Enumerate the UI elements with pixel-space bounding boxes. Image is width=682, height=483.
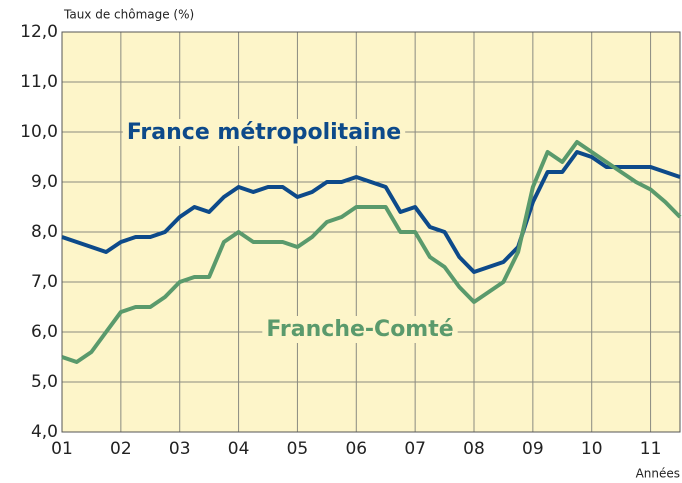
y-tick-label: 9,0 [31,172,58,192]
series-line [61,150,681,274]
x-tick-label: 07 [404,439,426,459]
x-tick-label: 03 [169,439,191,459]
x-tick-label: 10 [581,439,603,459]
series-label: France métropolitaine [127,120,401,145]
x-tick-label: 08 [463,439,485,459]
y-tick-label: 11,0 [20,72,58,92]
y-tick-label: 4,0 [31,422,58,442]
series-label-background [122,119,406,146]
y-tick-label: 6,0 [31,322,58,342]
y-tick-label: 8,0 [31,222,58,242]
plot-frame [61,31,681,433]
series-label: Franche-Comté [266,317,453,342]
y-tick-label: 10,0 [20,122,58,142]
x-tick-label: 01 [51,439,73,459]
x-tick-label: 05 [287,439,309,459]
x-tick-label: 09 [522,439,544,459]
series-line [61,140,682,364]
y-tick-label: 5,0 [31,372,58,392]
x-tick-label: 04 [228,439,250,459]
x-tick-label: 11 [640,439,662,459]
y-axis-title: Taux de chômage (%) [63,8,194,22]
x-tick-label: 02 [110,439,132,459]
series-label-background [262,316,458,343]
x-axis-title: Années [636,467,680,481]
y-tick-label: 12,0 [20,22,58,42]
y-tick-label: 7,0 [31,272,58,292]
x-tick-label: 06 [345,439,367,459]
